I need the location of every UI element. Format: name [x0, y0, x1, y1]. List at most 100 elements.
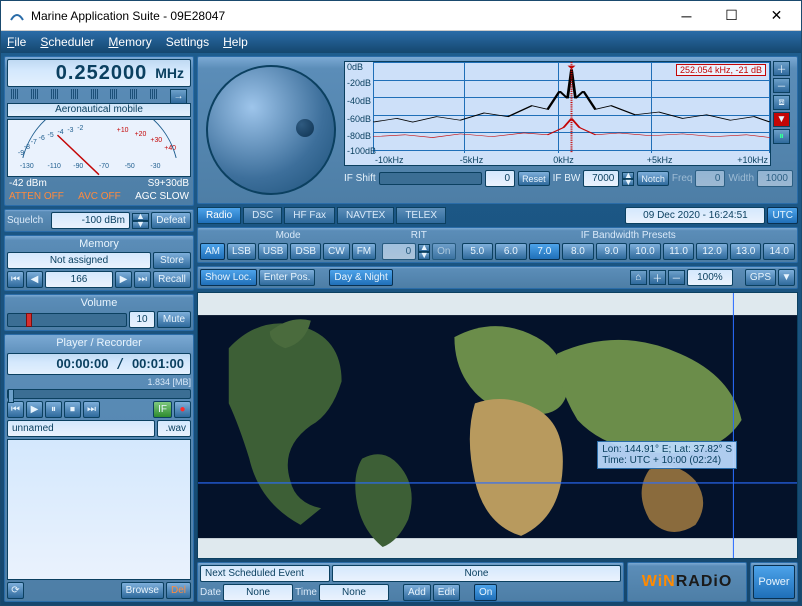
ifshift-slider[interactable] [379, 172, 482, 185]
atten-status[interactable]: ATTEN OFF [9, 191, 64, 202]
freq-digit-btn[interactable] [51, 89, 59, 99]
mute-button[interactable]: Mute [157, 311, 191, 328]
mem-next[interactable]: ▶ [115, 271, 132, 288]
recall-button[interactable]: Recall [153, 271, 191, 288]
squelch-value[interactable]: -100 dBm [51, 212, 130, 229]
ifbw-value[interactable]: 7000 [583, 170, 619, 187]
freq-digit-btn[interactable] [11, 89, 19, 99]
ifbw-preset[interactable]: 10.0 [629, 243, 661, 260]
tab-navtex[interactable]: NAVTEX [337, 207, 394, 224]
ifbw-preset[interactable]: 8.0 [562, 243, 594, 260]
player-rewind[interactable]: ⏮ [7, 401, 24, 418]
mem-first[interactable]: ⏮ [7, 271, 24, 288]
ifbw-preset[interactable]: 5.0 [462, 243, 494, 260]
mode-lsb[interactable]: LSB [227, 243, 256, 260]
delete-button[interactable]: Del [166, 582, 191, 599]
freq-digit-btn[interactable] [150, 89, 158, 99]
ifbw-preset[interactable]: 7.0 [529, 243, 561, 260]
mode-am[interactable]: AM [200, 243, 225, 260]
spectrum-display[interactable]: 0dB -20dB -40dB -60dB -80dB -100dB -10kH… [344, 61, 771, 166]
brand-logo: WiNRADiO [627, 562, 747, 602]
ifshift-value[interactable]: 0 [485, 170, 515, 187]
player-play[interactable]: ▶ [26, 401, 43, 418]
utc-button[interactable]: UTC [767, 207, 798, 224]
player-refresh[interactable]: ⟳ [7, 582, 24, 599]
tab-radio[interactable]: Radio [197, 207, 241, 224]
power-button[interactable]: Power [753, 565, 795, 599]
tab-telex[interactable]: TELEX [396, 207, 446, 224]
freq-digit-btn[interactable] [71, 89, 79, 99]
world-map[interactable]: Lon: 144.91° E; Lat: 37.82° S Time: UTC … [197, 292, 798, 559]
mode-cw[interactable]: CW [323, 243, 350, 260]
memory-slot[interactable]: Not assigned [7, 252, 151, 269]
freq-digit-btn[interactable] [31, 89, 39, 99]
gps-button[interactable]: GPS [745, 269, 776, 286]
mode-dsb[interactable]: DSB [290, 243, 321, 260]
menu-scheduler[interactable]: Scheduler [40, 35, 94, 49]
pause-spectrum-icon[interactable]: ⏸ [773, 129, 790, 144]
zoom-in-icon[interactable]: ＋ [773, 61, 790, 76]
defeat-button[interactable]: Defeat [151, 212, 191, 229]
close-button[interactable]: ✕ [754, 2, 799, 30]
player-stop[interactable]: ⏹ [64, 401, 81, 418]
sched-add[interactable]: Add [403, 584, 431, 601]
memory-index[interactable]: 166 [45, 271, 113, 288]
tab-dsc[interactable]: DSC [243, 207, 282, 224]
tuning-dial[interactable] [206, 65, 336, 195]
avc-status[interactable]: AVC OFF [78, 191, 121, 202]
zoom-reset-icon[interactable]: ⧈ [773, 95, 790, 110]
ifbw-preset[interactable]: 11.0 [663, 243, 695, 260]
player-notes[interactable] [7, 439, 191, 580]
mem-last[interactable]: ⏭ [134, 271, 151, 288]
mem-prev[interactable]: ◀ [26, 271, 43, 288]
freq-digit-btn[interactable] [130, 89, 138, 99]
player-scrub[interactable] [7, 389, 191, 399]
menu-settings[interactable]: Settings [166, 35, 209, 49]
minimize-button[interactable]: ─ [664, 2, 709, 30]
map-zoomin-icon[interactable]: ＋ [649, 270, 666, 285]
freq-digit-btn[interactable] [110, 89, 118, 99]
player-fwd[interactable]: ⏭ [83, 401, 100, 418]
record-button[interactable]: ● [174, 401, 191, 418]
notch-button[interactable]: Notch [637, 171, 669, 186]
store-button[interactable]: Store [153, 252, 191, 269]
mode-usb[interactable]: USB [258, 243, 289, 260]
player-filename[interactable]: unnamed [7, 420, 155, 437]
ifbw-down[interactable]: ▼ [622, 179, 634, 186]
rit-value[interactable]: 0 [382, 243, 416, 260]
ifbw-preset[interactable]: 12.0 [696, 243, 728, 260]
frequency-display[interactable]: 0.252000 MHz [7, 59, 191, 87]
freq-step-btn[interactable]: → [170, 89, 187, 104]
player-ext[interactable]: .wav [157, 420, 191, 437]
agc-status[interactable]: AGC SLOW [135, 191, 189, 202]
ifbw-preset[interactable]: 14.0 [763, 243, 795, 260]
player-pause[interactable]: ⏸ [45, 401, 62, 418]
mode-fm[interactable]: FM [352, 243, 376, 260]
volume-slider[interactable] [7, 313, 127, 327]
showloc-button[interactable]: Show Loc. [200, 269, 257, 286]
ifbw-preset[interactable]: 6.0 [495, 243, 527, 260]
daynight-button[interactable]: Day & Night [329, 269, 392, 286]
ifbw-preset[interactable]: 13.0 [730, 243, 762, 260]
ifbw-preset[interactable]: 9.0 [596, 243, 628, 260]
sched-edit[interactable]: Edit [433, 584, 460, 601]
menu-memory[interactable]: Memory [108, 35, 151, 49]
menu-file[interactable]: File [7, 35, 26, 49]
menu-help[interactable]: Help [223, 35, 248, 49]
gps-dropdown[interactable]: ▼ [778, 269, 795, 286]
map-home-icon[interactable]: ⌂ [630, 270, 647, 285]
sched-on[interactable]: On [474, 584, 497, 601]
if-button[interactable]: IF [153, 401, 172, 418]
browse-button[interactable]: Browse [121, 582, 164, 599]
squelch-down[interactable]: ▼ [132, 221, 149, 229]
zoom-out-icon[interactable]: － [773, 78, 790, 93]
maximize-button[interactable]: ☐ [709, 2, 754, 30]
enterpos-button[interactable]: Enter Pos. [259, 269, 316, 286]
marker-icon[interactable]: ▼ [773, 112, 790, 127]
reset-button[interactable]: Reset [518, 171, 550, 186]
map-zoomout-icon[interactable]: － [668, 270, 685, 285]
tab-hffax[interactable]: HF Fax [284, 207, 335, 224]
rit-down[interactable]: ▼ [418, 252, 430, 260]
freq-digit-btn[interactable] [91, 89, 99, 99]
rit-on[interactable]: On [432, 243, 455, 260]
